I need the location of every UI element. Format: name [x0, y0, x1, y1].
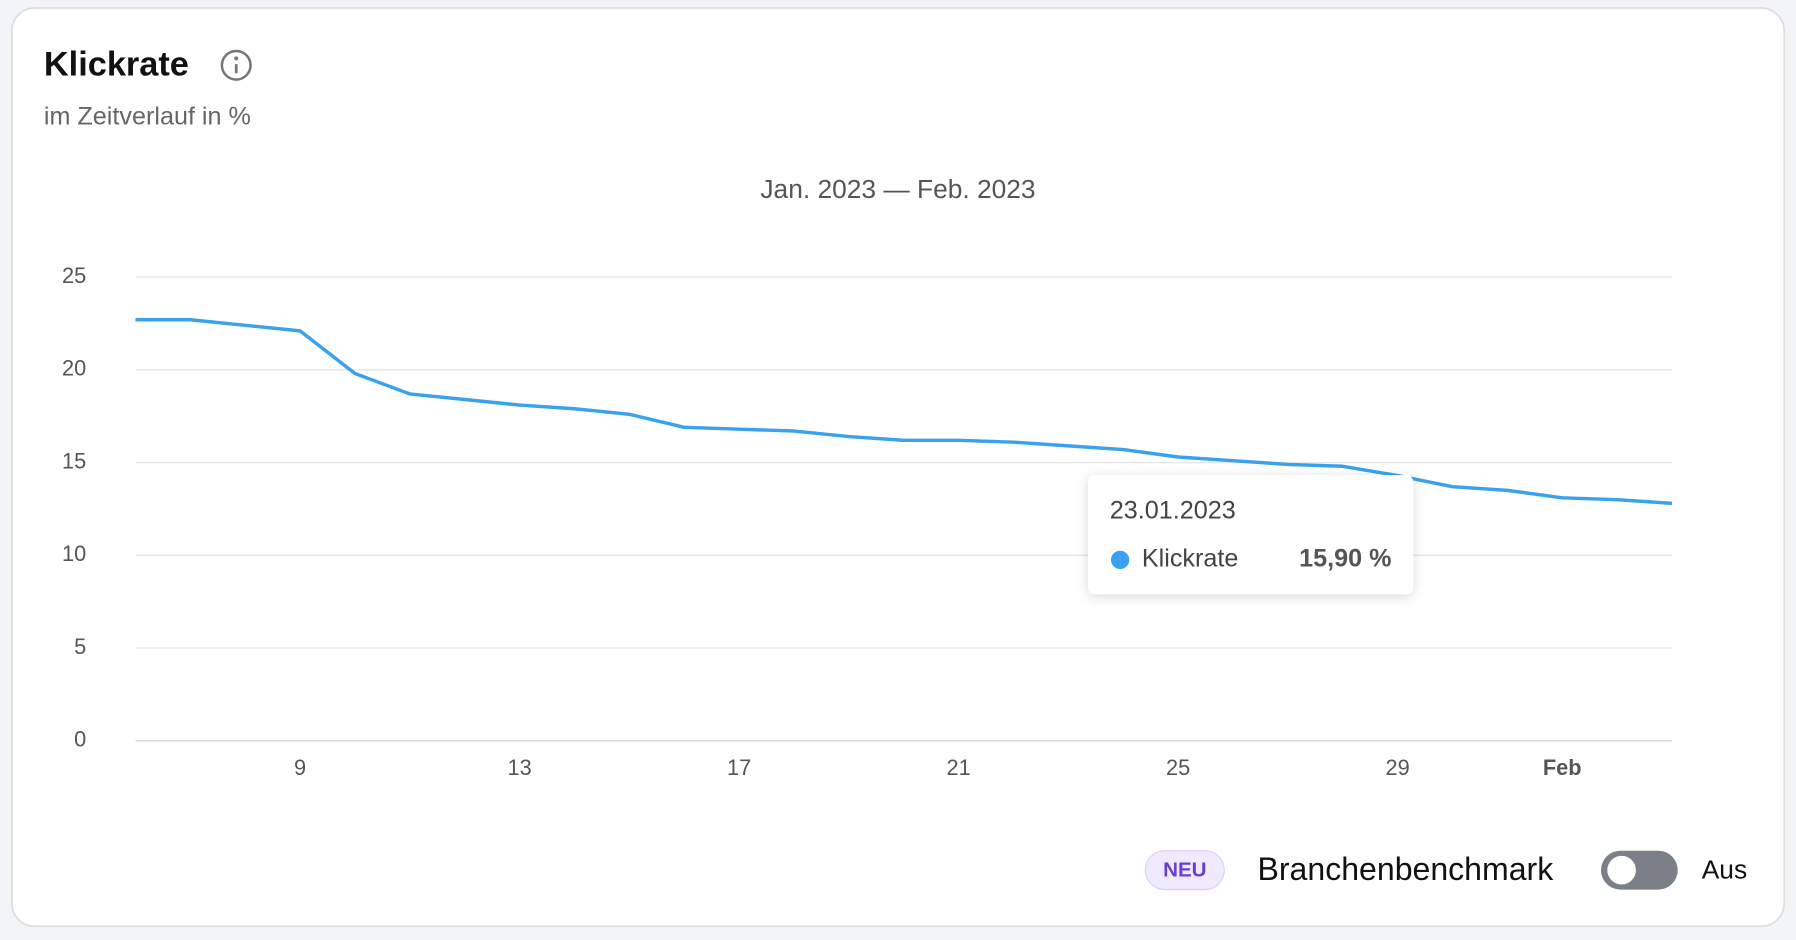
- card-subtitle: im Zeitverlauf in %: [44, 103, 251, 131]
- tooltip-series: Klickrate: [1142, 545, 1239, 573]
- x-tick-label: 21: [946, 755, 970, 780]
- tooltip-value: 15,90 %: [1299, 545, 1391, 573]
- x-tick-label: Feb: [1543, 755, 1582, 780]
- y-tick-label: 0: [74, 727, 86, 752]
- chart-title: Jan. 2023 — Feb. 2023: [760, 174, 1035, 204]
- y-tick-label: 15: [62, 448, 86, 473]
- x-tick-label: 17: [727, 755, 751, 780]
- y-tick-label: 25: [62, 263, 86, 288]
- y-tick-label: 20: [62, 356, 86, 381]
- toggle-state: Aus: [1702, 854, 1747, 884]
- plot: 0 5 10 15 20 25 9 13 17 21 25 29 Feb: [62, 263, 1673, 780]
- tooltip-date: 23.01.2023: [1110, 496, 1236, 524]
- card-title: Klickrate: [44, 45, 189, 83]
- y-tick-label: 5: [74, 634, 86, 659]
- benchmark-label: Branchenbenchmark: [1258, 851, 1555, 887]
- info-icon[interactable]: [220, 49, 252, 81]
- line-series: [135, 318, 1673, 506]
- badge-text: NEU: [1163, 859, 1206, 882]
- x-tick-label: 25: [1166, 755, 1190, 780]
- tooltip-box: [1088, 475, 1414, 595]
- toggle[interactable]: [1600, 850, 1678, 890]
- card: [10, 7, 1786, 928]
- y-tick-label: 10: [62, 541, 86, 566]
- x-tick-label: 13: [507, 755, 531, 780]
- badge: [1144, 850, 1225, 891]
- tooltip-dot: [1110, 550, 1130, 570]
- x-tick-label: 29: [1386, 755, 1410, 780]
- tooltip: 23.01.2023 Klickrate 15,90 %: [1088, 475, 1414, 595]
- x-tick-label: 9: [294, 755, 306, 780]
